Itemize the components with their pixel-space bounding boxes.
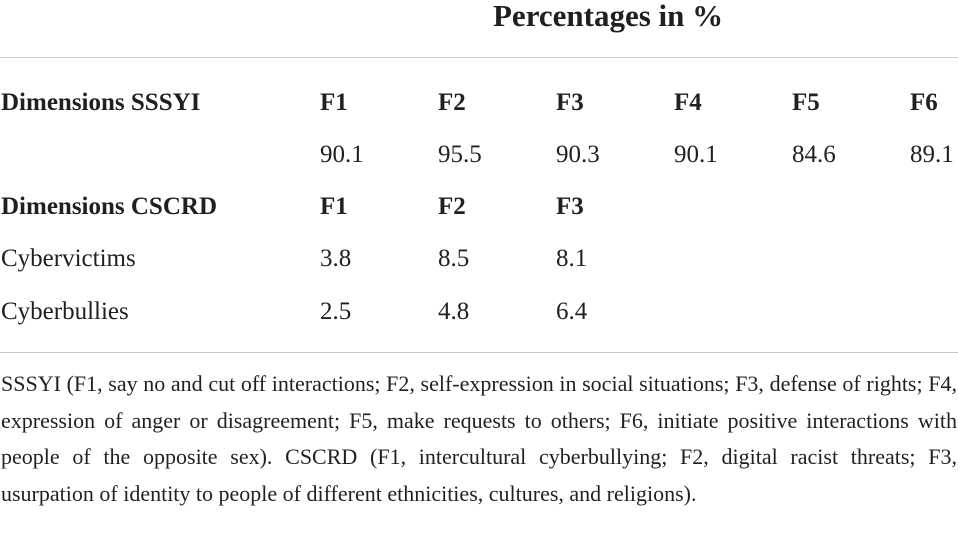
table-cell: 3.8 (320, 245, 352, 272)
row-label: Cybervictims (1, 245, 136, 272)
bottom-divider (0, 352, 958, 353)
table-cell: 89.1 (910, 141, 954, 168)
table-row-sssyi-values: 90.1 95.5 90.3 90.1 84.6 89.1 (0, 135, 958, 175)
table-row-cscrd-header: Dimensions CSCRD F1 F2 F3 (0, 187, 958, 227)
table-cell: 90.1 (320, 141, 364, 168)
column-header-f2: F2 (438, 193, 466, 220)
row-label: Cyberbullies (1, 298, 129, 325)
column-header-f1: F1 (320, 193, 348, 220)
column-header-f3: F3 (556, 89, 584, 116)
table-footnote: SSSYI (F1, say no and cut off interactio… (1, 371, 957, 506)
table-row-cyberbullies: Cyberbullies 2.5 4.8 6.4 (0, 292, 958, 332)
top-divider (0, 57, 958, 58)
table-cell: 90.3 (556, 141, 600, 168)
table-cell: 8.5 (438, 245, 470, 272)
table-title-text: Percentages in % (493, 0, 724, 33)
table-title: Percentages in % (0, 0, 958, 40)
column-header-f5: F5 (792, 89, 820, 116)
column-header-f6: F6 (910, 89, 938, 116)
column-header-f3: F3 (556, 193, 584, 220)
row-label: Dimensions SSSYI (1, 89, 201, 116)
table-row-sssyi-header: Dimensions SSSYI F1 F2 F3 F4 F5 F6 (0, 83, 958, 123)
column-header-f2: F2 (438, 89, 466, 116)
table-cell: 95.5 (438, 141, 482, 168)
table-cell: 8.1 (556, 245, 588, 272)
table-cell: 90.1 (674, 141, 718, 168)
table-cell: 4.8 (438, 298, 470, 325)
row-label: Dimensions CSCRD (1, 193, 218, 220)
table-cell: 84.6 (792, 141, 836, 168)
table-cell: 6.4 (556, 298, 588, 325)
table-cell: 2.5 (320, 298, 352, 325)
table-row-cybervictims: Cybervictims 3.8 8.5 8.1 (0, 239, 958, 279)
column-header-f4: F4 (674, 89, 702, 116)
column-header-f1: F1 (320, 89, 348, 116)
